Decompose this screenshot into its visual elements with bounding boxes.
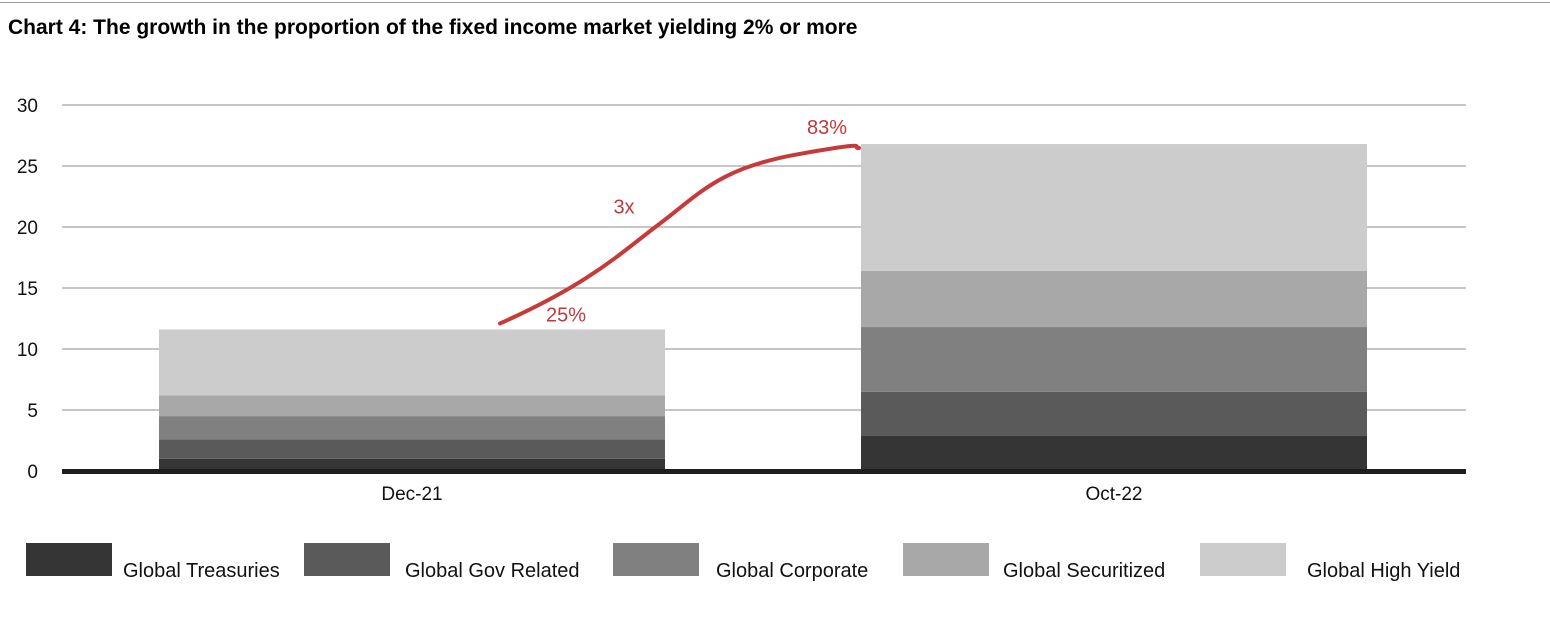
x-axis-baseline: [62, 469, 1466, 474]
legend-swatch-global-gov-related: [304, 543, 390, 576]
legend-label-global-corporate: Global Corporate: [716, 560, 868, 582]
y-tick-label: 25: [17, 157, 38, 178]
legend-swatch-global-corporate: [613, 543, 699, 576]
legend-swatch-global-securitized: [903, 543, 989, 576]
growth-curve: [498, 143, 861, 326]
top-rule: [0, 2, 1550, 3]
bar-oct-22-global-high-yield: [861, 144, 1367, 271]
annotation-start-label: 25%: [546, 304, 586, 326]
y-tick-label: 30: [17, 96, 38, 117]
y-tick-label: 15: [17, 279, 38, 300]
y-tick-label: 0: [27, 462, 38, 483]
annotation-end-label: 83%: [807, 117, 847, 139]
y-tick-label: 20: [17, 218, 38, 239]
legend-label-global-gov-related: Global Gov Related: [405, 560, 580, 582]
legend-label-global-securitized: Global Securitized: [1003, 560, 1165, 582]
legend-label-global-high-yield: Global High Yield: [1307, 560, 1460, 582]
annotation-middle-label: 3x: [613, 196, 634, 218]
bar-dec-21-global-treasuries: [159, 458, 665, 471]
bar-dec-21-global-gov-related: [159, 439, 665, 459]
y-tick-label: 5: [27, 401, 38, 422]
bars: [159, 144, 1367, 471]
y-tick-label: 10: [17, 340, 38, 361]
bar-oct-22-global-securitized: [861, 270, 1367, 328]
legend-label-global-treasuries: Global Treasuries: [123, 560, 280, 582]
x-category-label: Oct-22: [1085, 484, 1142, 505]
y-axis-ticks: 0 5 10 15 20 25 30: [17, 96, 38, 483]
x-category-label: Dec-21: [381, 484, 442, 505]
bar-oct-22-global-treasuries: [861, 435, 1367, 471]
bar-oct-22-global-gov-related: [861, 391, 1367, 436]
x-axis-categories: Dec-21 Oct-22: [381, 484, 1142, 505]
bar-dec-21-global-securitized: [159, 395, 665, 417]
legend: Global Treasuries Global Gov Related Globa…: [26, 543, 1460, 582]
bar-dec-21-global-high-yield: [159, 329, 665, 396]
chart-title: Chart 4: The growth in the proportion of…: [8, 16, 858, 39]
legend-swatch-global-high-yield: [1200, 543, 1286, 576]
bar-dec-21-global-corporate: [159, 416, 665, 440]
legend-swatch-global-treasuries: [26, 543, 112, 576]
bar-oct-22-global-corporate: [861, 327, 1367, 392]
